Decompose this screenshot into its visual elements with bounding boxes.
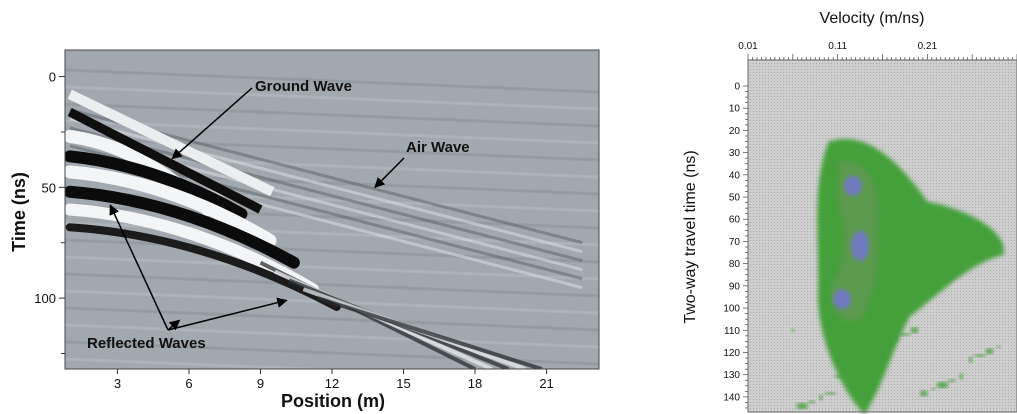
left-y-tick-label: 100 [34, 291, 56, 306]
air-wave-arrow [374, 157, 405, 189]
left-x-tick-label: 3 [114, 376, 121, 391]
ground-wave-label: Ground Wave [255, 78, 352, 95]
right-y-tick-label: 130 [723, 370, 740, 381]
reflected-wave-band [65, 185, 300, 269]
reflected-wave-band [65, 150, 248, 220]
diffraction-tail [317, 296, 543, 369]
background-reflector-streak [65, 102, 599, 128]
semblance-speck [959, 373, 964, 380]
left-x-axis-label: Position (m) [281, 391, 385, 411]
semblance-peak [843, 175, 862, 196]
radargram-annotations: Ground Wave Air Wave Reflected Waves [87, 78, 470, 352]
right-y-tick-label: 50 [729, 193, 741, 204]
right-y-axis-label: Two-way travel time (ns) [682, 150, 699, 323]
background-reflector-streak [65, 255, 599, 281]
background-reflector-streak [65, 340, 599, 366]
right-y-tick-label: 30 [729, 148, 741, 159]
semblance-speck [833, 375, 846, 379]
background-reflector-streak [65, 272, 599, 298]
semblance-speck [882, 341, 891, 345]
velocity-axes: 0.01 0.11 0.21 0 10 20 30 40 50 60 70 80 90 100 110 120… [723, 41, 1017, 413]
background-reflector-streak [65, 85, 599, 111]
right-x-tick-label: 0.11 [828, 41, 847, 52]
right-y-tick-label: 110 [724, 326, 740, 337]
right-y-tick-label: 20 [729, 126, 741, 137]
ground-wave-band [67, 89, 275, 197]
velocity-spectrum-panel: 0.01 0.11 0.21 0 10 20 30 40 50 60 70 80 90 100 110 120… [682, 10, 1017, 414]
background-reflector-streak [65, 306, 599, 332]
air-wave-line [69, 126, 583, 263]
right-y-tick-label: 120 [723, 348, 740, 359]
right-y-tick-label: 70 [729, 237, 741, 248]
left-y-tick-label: 0 [49, 70, 56, 85]
right-y-tick-label: 140 [723, 392, 740, 403]
reflected-wave-arrow [109, 204, 169, 331]
right-x-tick-label: 0.01 [738, 41, 758, 52]
left-x-tick-label: 9 [257, 376, 264, 391]
ground-wave-band [67, 108, 263, 214]
reflected-wave-band [65, 223, 341, 311]
right-y-tick-label: 40 [729, 170, 741, 181]
semblance-regions [790, 139, 1004, 414]
semblance-speck [844, 369, 853, 376]
left-x-tick-label: 15 [396, 376, 410, 391]
left-y-tick-label: 50 [42, 180, 56, 195]
right-y-tick-label: 60 [729, 215, 741, 226]
reflected-waves-label: Reflected Waves [87, 335, 206, 352]
semblance-speck [973, 354, 986, 358]
background-reflector-streak [65, 323, 599, 349]
right-y-tick-label: 80 [729, 259, 741, 270]
background-reflector-streak [65, 68, 599, 94]
left-x-tick-label: 18 [468, 376, 482, 391]
ground-wave-arrow [171, 87, 253, 160]
radargram-axes: 3 6 9 12 15 18 21 0 50 100 [34, 70, 553, 391]
left-x-tick-label: 12 [325, 376, 339, 391]
air-wave-line [69, 117, 583, 254]
semblance-speck [856, 366, 861, 370]
reflected-wave-arrow [167, 297, 288, 331]
gpr-radargram-panel: 3 6 9 12 15 18 21 0 50 100 Position (m) Time (ns)… [9, 49, 600, 411]
semblance-speck [861, 360, 874, 367]
right-x-tick-label: 0.21 [918, 41, 938, 52]
right-y-tick-label: 0 [734, 82, 740, 93]
semblance-peak [833, 289, 852, 310]
semblance-speck [931, 387, 936, 391]
reflected-wave-arrow [167, 319, 181, 331]
right-y-tick-label: 10 [729, 104, 741, 115]
air-wave-label: Air Wave [406, 139, 470, 156]
semblance-speck [947, 379, 956, 383]
left-x-tick-label: 21 [539, 376, 553, 391]
left-y-axis-label: Time (ns) [9, 172, 29, 252]
semblance-speck [899, 332, 912, 336]
right-y-tick-label: 100 [723, 304, 740, 315]
semblance-peak [851, 230, 870, 261]
reflected-wave-band [65, 165, 277, 248]
right-y-tick-label: 90 [729, 281, 741, 292]
semblance-speck [936, 381, 949, 388]
semblance-speck [818, 394, 823, 401]
semblance-speck [968, 356, 973, 363]
semblance-speck [893, 335, 898, 342]
background-reflector-streak [65, 187, 599, 213]
semblance-speck [996, 345, 1001, 349]
radargram-bands [65, 68, 599, 369]
background-reflector-streak [65, 357, 358, 369]
background-reflector-streak [65, 238, 599, 264]
background-reflector-streak [65, 204, 599, 230]
semblance-speck [796, 403, 809, 410]
right-chart-title: Velocity (m/ns) [820, 10, 925, 27]
semblance-speck [919, 390, 928, 397]
semblance-speck [985, 348, 994, 355]
left-x-tick-label: 6 [185, 376, 192, 391]
background-reflector-streak [65, 136, 599, 162]
semblance-speck [807, 400, 816, 404]
semblance-speck [824, 391, 837, 395]
semblance-speck [790, 328, 795, 332]
semblance-speck [910, 327, 919, 334]
